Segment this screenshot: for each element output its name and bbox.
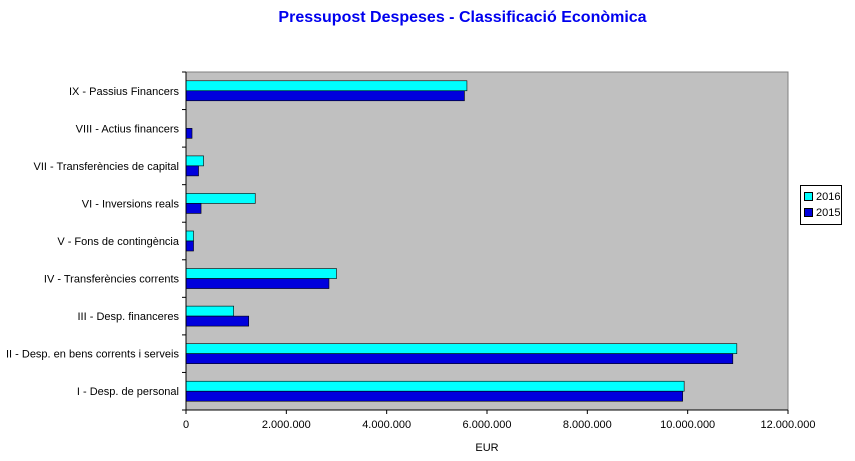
bar-2015-8: [185, 353, 734, 364]
bar-2016-6: [185, 268, 337, 279]
category-label: VI - Inversions reals: [82, 198, 180, 210]
category-label: IV - Transferències corrents: [44, 274, 180, 286]
legend-label: 2015: [816, 207, 841, 219]
legend-item-2016: 2016: [804, 190, 840, 204]
x-axis-label: EUR: [475, 442, 498, 454]
category-label: IX - Passius Financers: [69, 86, 180, 98]
legend: 2016 2015: [800, 185, 842, 225]
bar-2015-4: [185, 203, 202, 214]
bar-2015-3: [185, 165, 199, 177]
bar-2016-4: [185, 193, 256, 204]
x-tick-label: 2.000.000: [262, 419, 311, 431]
bar-2015-5: [185, 240, 194, 252]
bar-2015-7: [185, 315, 250, 327]
bar-2015-1: [185, 90, 465, 102]
chart-title: Pressupost Despeses - Classificació Econ…: [278, 9, 647, 26]
bar-2016-9: [185, 380, 685, 392]
bar-2016-3: [185, 155, 204, 167]
legend-label: 2016: [816, 191, 841, 203]
category-label: VIII - Actius financers: [76, 123, 180, 135]
x-tick-label: 8.000.000: [563, 419, 612, 431]
bar-2015-2: [185, 128, 193, 139]
bar-2015-6: [185, 278, 330, 289]
x-tick-label: 4.000.000: [362, 419, 411, 431]
x-tick-label: 10.000.000: [660, 419, 715, 431]
bar-2016-8: [185, 343, 738, 354]
legend-item-2015: 2015: [804, 206, 840, 220]
category-label: III - Desp. financeres: [78, 311, 180, 323]
legend-swatch: [804, 191, 813, 201]
x-tick-label: 6.000.000: [463, 419, 512, 431]
x-tick-label: 12.000.000: [760, 419, 815, 431]
category-label: VII - Transferències de capital: [33, 161, 179, 173]
category-label: I - Desp. de personal: [77, 386, 179, 398]
category-label: V - Fons de contingència: [57, 236, 180, 248]
bar-2016-5: [185, 230, 194, 242]
legend-swatch: [804, 207, 813, 217]
bar-2016-1: [185, 80, 468, 92]
x-tick-label: 0: [183, 419, 189, 431]
bar-2015-9: [185, 390, 683, 402]
bar-2016-7: [185, 305, 234, 317]
category-label: II - Desp. en bens corrents i serveis: [6, 349, 180, 361]
